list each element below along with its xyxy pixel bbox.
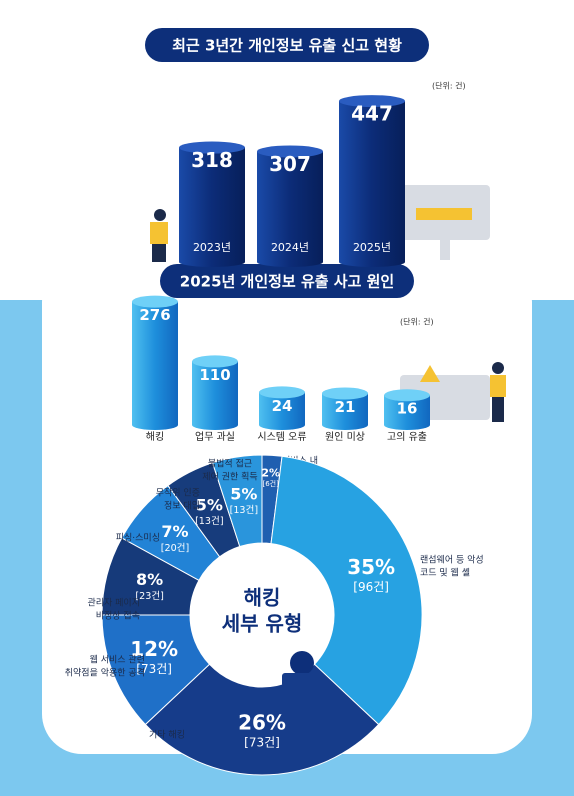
center-title: 해킹: [244, 586, 281, 610]
category-label: 정보 대입: [164, 500, 200, 512]
bar-body: [132, 301, 178, 425]
bar: [257, 145, 323, 267]
bar-top: [259, 386, 305, 399]
category-label: 비정상 접속: [96, 610, 140, 622]
count-label: [73건]: [244, 736, 280, 750]
category-label: 2025년: [353, 241, 391, 254]
value-label: 318: [191, 148, 233, 172]
category-label: 2023년: [193, 241, 231, 254]
value-label: 26%: [238, 711, 286, 735]
title-pill: [160, 264, 414, 298]
value-label: 5%: [230, 484, 257, 503]
count-label: [23건]: [135, 591, 164, 602]
bar: [339, 95, 405, 267]
category-label: 웹 서비스 관련: [90, 655, 145, 666]
chart-title: 최근 3년간 개인정보 유출 신고 현황: [172, 37, 402, 55]
category-label: 관리자 페이지: [87, 598, 140, 609]
category-label: 업무 과실: [195, 430, 235, 443]
value-label: 2%: [261, 466, 280, 479]
bar-body: [192, 361, 238, 425]
bar-base: [339, 257, 405, 267]
category-label: 고의 유출: [387, 431, 427, 443]
count-label: [13건]: [230, 505, 259, 516]
bar-top: [339, 95, 405, 108]
unit-label: (단위: 건): [400, 317, 434, 327]
bar-top: [384, 389, 430, 402]
count-label: [13건]: [195, 516, 224, 527]
bar-body: [257, 151, 323, 262]
bar: [192, 355, 238, 430]
value-label: 307: [269, 152, 311, 176]
bar: [384, 389, 430, 430]
bar: [322, 387, 368, 430]
bar-base: [259, 420, 305, 430]
bar: [259, 386, 305, 430]
bar-top: [257, 145, 323, 158]
value-label: 8%: [136, 570, 163, 589]
illustration: [150, 185, 506, 422]
pie-center: [190, 543, 334, 687]
value-label: 24: [272, 397, 293, 415]
hacker-laptop: [282, 673, 322, 687]
category-label: 2024년: [271, 241, 309, 254]
bar-base: [322, 420, 368, 430]
count-label: [6건]: [262, 479, 279, 488]
bar-base: [384, 420, 430, 430]
category-label: 랜섬웨어 등 악성: [420, 554, 484, 566]
bar-top: [179, 141, 245, 154]
value-label: 35%: [347, 555, 395, 579]
bar-top: [132, 295, 178, 308]
unit-label: (단위: 건): [432, 81, 466, 91]
bar-top: [192, 355, 238, 368]
center-title: 세부 유형: [222, 612, 303, 636]
bar-base: [132, 420, 178, 430]
value-label: 110: [199, 366, 230, 384]
value-label: 16: [397, 400, 418, 418]
category-label: 제어 권한 획득: [202, 471, 257, 483]
category-label: 원인 미상: [325, 431, 365, 443]
category-label: 취약점을 악용한 공격: [65, 667, 145, 679]
count-label: [96건]: [353, 580, 389, 594]
value-label: 21: [335, 398, 356, 416]
count-label: [73건]: [136, 662, 172, 676]
bar-body: [339, 101, 405, 262]
category-label: 해킹: [146, 430, 164, 443]
value-label: 276: [139, 306, 170, 324]
bar-body: [179, 147, 245, 262]
bar: [179, 141, 245, 267]
bar: [132, 295, 178, 430]
value-label: 5%: [196, 496, 223, 515]
category-label: 코드 및 웹 셸: [420, 567, 470, 579]
category-label: 불법적 접근: [208, 458, 252, 470]
bar-base: [192, 420, 238, 430]
category-label: 피싱·스미싱: [116, 533, 160, 544]
chart-title: 2025년 개인정보 유출 사고 원인: [180, 273, 394, 291]
bar-top: [322, 387, 368, 400]
category-label: 시스템 오류: [257, 431, 306, 443]
value-label: 447: [351, 102, 393, 126]
bar-base: [257, 257, 323, 267]
count-label: [20건]: [161, 543, 190, 554]
bar-base: [179, 257, 245, 267]
value-label: 12%: [130, 637, 178, 661]
category-label: 기타 해킹: [149, 729, 185, 741]
title-pill: [145, 28, 429, 62]
category-label: 무작위 인증: [156, 488, 200, 499]
value-label: 7%: [161, 522, 188, 541]
hacker-head: [290, 651, 314, 675]
